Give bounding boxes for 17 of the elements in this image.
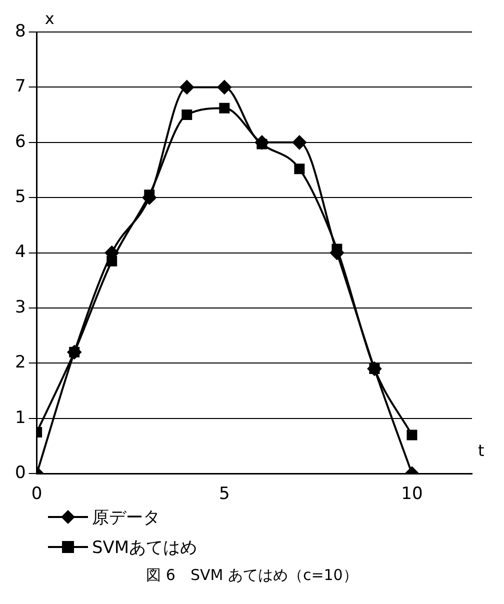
y-tick-label: 4 bbox=[14, 242, 26, 262]
x-axis-title: t bbox=[478, 440, 484, 460]
x-tick-label: 5 bbox=[218, 484, 230, 504]
legend-label: SVMあてはめ bbox=[92, 536, 198, 558]
y-tick-label: 2 bbox=[14, 352, 26, 373]
caption: 図 6 SVM あてはめ（c=10） bbox=[145, 566, 359, 585]
y-tick-label: 0 bbox=[14, 463, 26, 484]
y-tick-label: 5 bbox=[14, 187, 26, 208]
y-tick-label: 1 bbox=[14, 408, 26, 428]
y-tick-label: 6 bbox=[14, 132, 26, 152]
y-tick-label: 8 bbox=[14, 21, 26, 42]
x-tick-label: 0 bbox=[31, 484, 42, 504]
y-tick-label: 7 bbox=[14, 76, 26, 97]
y-axis-title: x bbox=[44, 9, 54, 28]
y-tick-label: 3 bbox=[14, 297, 26, 318]
x-tick-label: 10 bbox=[401, 484, 423, 504]
legend-label: 原データ bbox=[92, 506, 160, 528]
